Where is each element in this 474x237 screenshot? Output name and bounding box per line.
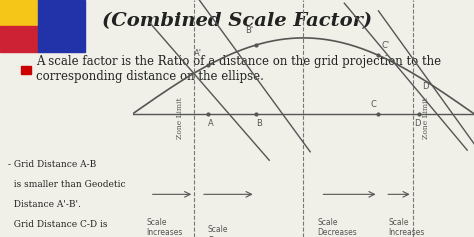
Text: C: C xyxy=(370,100,376,109)
Bar xyxy=(38,0,85,52)
Text: D: D xyxy=(414,118,421,128)
Bar xyxy=(21,66,31,74)
Text: B': B' xyxy=(245,26,253,35)
Text: Zone Limit: Zone Limit xyxy=(422,98,430,139)
Text: - Grid Distance A-B: - Grid Distance A-B xyxy=(8,160,96,169)
Text: (Combined Scale Factor): (Combined Scale Factor) xyxy=(102,12,372,30)
Text: Scale
Decreases: Scale Decreases xyxy=(208,225,247,237)
Text: Scale
Increases: Scale Increases xyxy=(389,218,425,237)
Text: D': D' xyxy=(422,82,430,91)
Text: Distance A'-B'.: Distance A'-B'. xyxy=(8,200,81,209)
Text: A': A' xyxy=(193,49,201,58)
Text: Scale
Decreases: Scale Decreases xyxy=(317,218,357,237)
Text: A scale factor is the Ratio of a distance on the grid projection to the correspo: A scale factor is the Ratio of a distanc… xyxy=(36,55,442,83)
Text: B: B xyxy=(256,118,262,128)
Bar xyxy=(0,26,38,52)
Text: C': C' xyxy=(381,41,389,50)
Text: Grid Distance C-D is: Grid Distance C-D is xyxy=(8,220,107,229)
Bar xyxy=(0,0,38,26)
Text: Zone Limit: Zone Limit xyxy=(176,98,184,139)
Text: A: A xyxy=(209,118,214,128)
Text: is smaller than Geodetic: is smaller than Geodetic xyxy=(8,180,125,189)
Text: Scale
Increases: Scale Increases xyxy=(146,218,183,237)
